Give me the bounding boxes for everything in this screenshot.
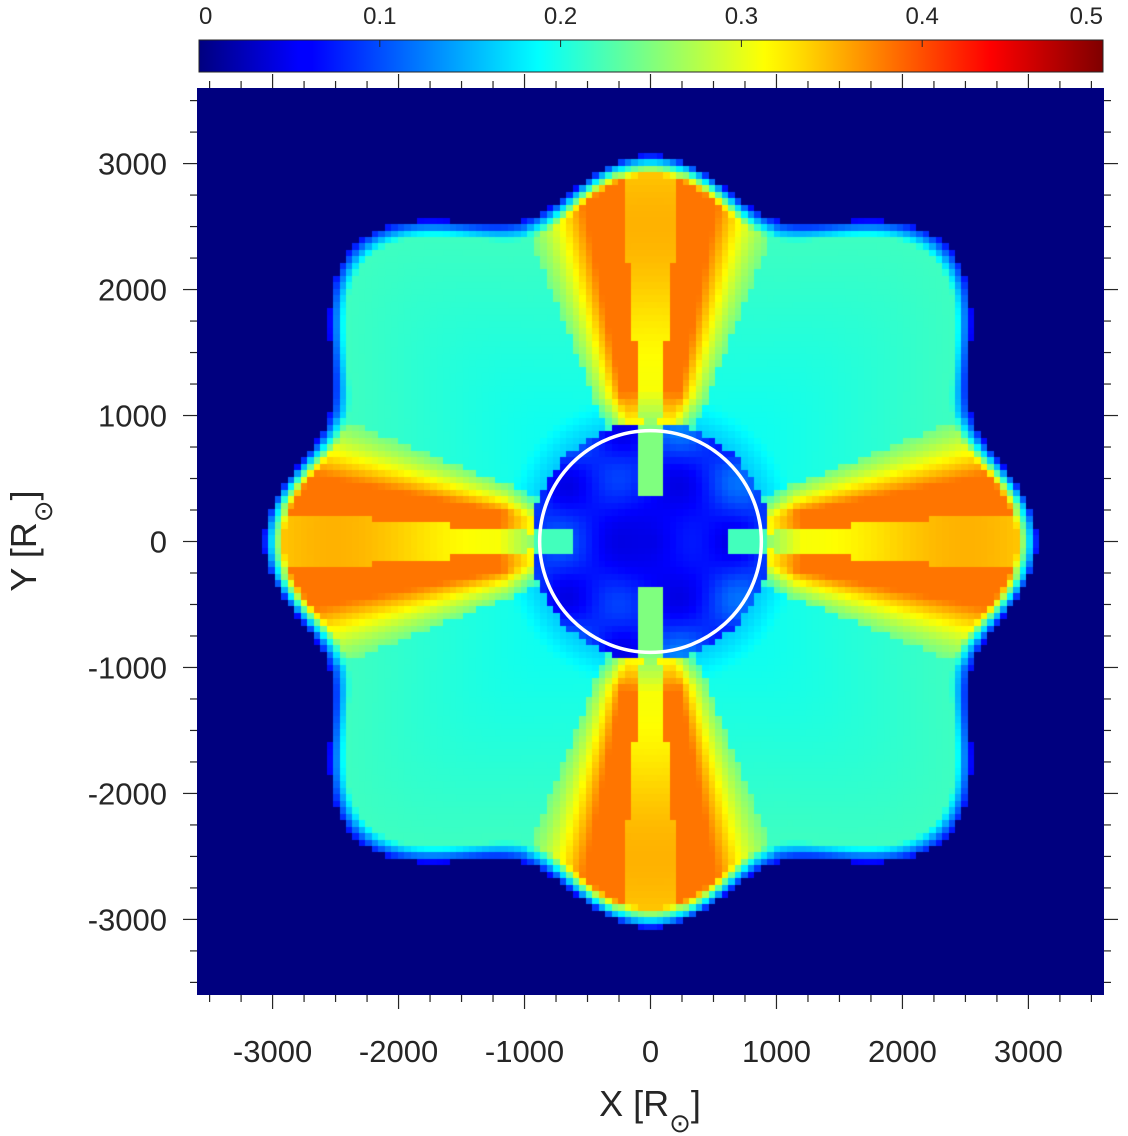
x-tick-label: 2000 [868,1034,937,1069]
x-axis-title: X [R⊙] [599,1083,701,1136]
y-tick-labels: 3000 2000 1000 0 -1000 -2000 -3000 [88,147,167,938]
x-tick-label: -3000 [233,1034,312,1069]
y-tick-label: 2000 [98,273,167,308]
colorbar-gradient [198,39,1104,73]
x-tick-label: -1000 [485,1034,564,1069]
y-tick-label: -1000 [88,650,167,685]
overlay-circle [537,428,764,655]
x-tick-label: 1000 [742,1034,811,1069]
y-tick-label: -3000 [88,902,167,937]
heatmap-canvas-wrap [197,88,1104,995]
heatmap-image [197,88,1104,995]
colorbar-tick-label: 0.3 [725,3,758,30]
x-tick-label: 0 [642,1034,659,1069]
colorbar-tick-label: 0 [199,3,212,30]
colorbar-tick-label: 0.1 [363,3,396,30]
y-tick-label: 1000 [98,399,167,434]
axis-ticks [183,74,1118,1009]
y-tick-label: 0 [150,525,167,560]
colorbar-tick-label: 0.5 [1070,3,1103,30]
x-tick-labels: -3000 -2000 -1000 0 1000 2000 3000 [233,1034,1063,1069]
y-tick-label: -2000 [88,776,167,811]
colorbar-tick-label: 0.4 [906,3,939,30]
colorbar-ticks: 0 0.1 0.2 0.3 0.4 0.5 [198,3,1104,47]
y-tick-label: 3000 [98,147,167,182]
x-tick-label: -2000 [359,1034,438,1069]
y-axis-title: Y [R⊙] [3,490,58,591]
colorbar-tick-label: 0.2 [544,3,577,30]
x-tick-label: 3000 [994,1034,1063,1069]
colorbar: 0 0.1 0.2 0.3 0.4 0.5 [198,3,1104,73]
